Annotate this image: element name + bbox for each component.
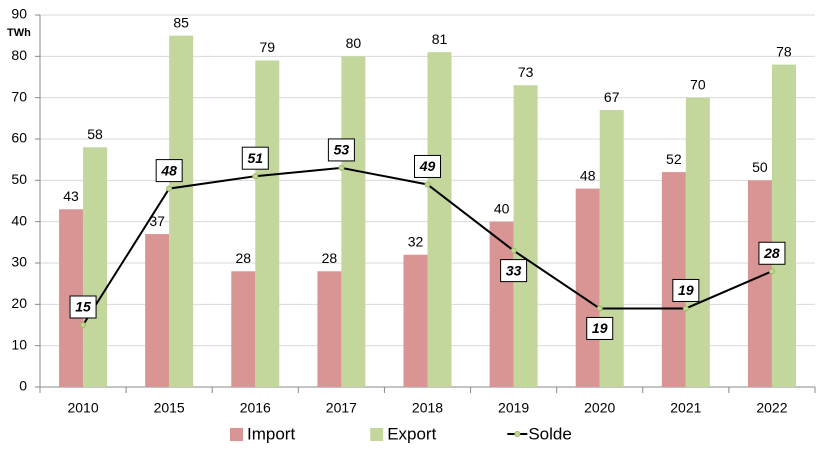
x-tick-label: 2017 bbox=[326, 400, 357, 416]
legend-label: Export bbox=[387, 424, 436, 443]
x-tick-label: 2016 bbox=[240, 400, 271, 416]
y-tick-label: 20 bbox=[11, 295, 27, 311]
line-point bbox=[768, 268, 775, 275]
value-label: 50 bbox=[752, 159, 768, 175]
y-tick-label: 0 bbox=[19, 378, 27, 394]
line-point bbox=[166, 185, 173, 192]
value-label: 40 bbox=[494, 200, 510, 216]
bar bbox=[427, 52, 452, 387]
value-label: 32 bbox=[408, 233, 424, 249]
line-value-label: 33 bbox=[506, 262, 522, 278]
bar bbox=[513, 85, 538, 388]
value-label: 48 bbox=[580, 167, 596, 183]
y-tick-label: 90 bbox=[11, 6, 27, 22]
value-label: 70 bbox=[690, 76, 706, 92]
value-label: 43 bbox=[63, 188, 79, 204]
line-value-label: 51 bbox=[247, 150, 263, 166]
label-box bbox=[327, 138, 355, 162]
legend-swatch bbox=[230, 428, 243, 441]
value-label: 28 bbox=[322, 250, 338, 266]
line-value-label: 49 bbox=[419, 158, 436, 174]
y-tick-label: 50 bbox=[11, 171, 27, 187]
y-axis-unit: TWh bbox=[7, 27, 31, 39]
label-box bbox=[69, 295, 97, 319]
bar bbox=[341, 56, 366, 387]
y-tick-label: 40 bbox=[11, 212, 27, 228]
legend-swatch bbox=[370, 428, 384, 441]
value-label: 80 bbox=[346, 35, 362, 51]
value-label: 85 bbox=[173, 14, 189, 30]
line-value-label: 19 bbox=[592, 320, 608, 336]
bar bbox=[145, 234, 170, 387]
line-value-label: 15 bbox=[75, 299, 91, 315]
value-label: 78 bbox=[776, 43, 792, 59]
bar bbox=[685, 97, 710, 388]
line-point bbox=[510, 247, 517, 254]
line-point bbox=[682, 305, 689, 312]
label-box bbox=[758, 241, 786, 265]
value-label: 37 bbox=[149, 213, 165, 229]
line-value-label: 19 bbox=[678, 282, 694, 298]
x-tick-label: 2018 bbox=[412, 400, 443, 416]
bar bbox=[771, 64, 796, 387]
label-box bbox=[586, 316, 614, 340]
bar bbox=[231, 271, 256, 387]
y-tick-label: 30 bbox=[11, 254, 27, 270]
y-tick-label: 10 bbox=[11, 336, 27, 352]
label-box bbox=[500, 259, 528, 283]
line-point bbox=[596, 305, 603, 312]
bar bbox=[83, 147, 108, 387]
line-point bbox=[252, 173, 259, 180]
label-box bbox=[414, 154, 441, 178]
value-label: 81 bbox=[432, 31, 448, 47]
bar bbox=[575, 188, 600, 387]
value-label: 67 bbox=[604, 89, 620, 105]
line-point bbox=[338, 164, 345, 171]
bar bbox=[169, 35, 194, 388]
x-tick-label: 2019 bbox=[498, 400, 529, 416]
bar bbox=[599, 110, 624, 388]
bar bbox=[489, 221, 514, 387]
line-value-label: 48 bbox=[160, 162, 177, 178]
value-label: 73 bbox=[518, 64, 534, 80]
y-tick-label: 80 bbox=[11, 47, 27, 63]
bar bbox=[317, 271, 342, 387]
label-box bbox=[155, 159, 183, 183]
y-tick-label: 60 bbox=[11, 130, 27, 146]
line-value-label: 28 bbox=[763, 245, 780, 261]
x-tick-label: 2015 bbox=[154, 400, 185, 416]
y-tick-label: 70 bbox=[11, 88, 27, 104]
legend-marker bbox=[514, 431, 521, 437]
value-label: 52 bbox=[666, 151, 682, 167]
bar bbox=[255, 60, 280, 387]
legend-label: Solde bbox=[528, 424, 571, 443]
x-tick-label: 2022 bbox=[756, 400, 787, 416]
value-label: 58 bbox=[87, 126, 103, 142]
value-label: 79 bbox=[259, 39, 275, 55]
x-tick-label: 2021 bbox=[670, 400, 701, 416]
x-tick-label: 2010 bbox=[67, 400, 98, 416]
line-point bbox=[424, 181, 431, 188]
x-tick-label: 2020 bbox=[584, 400, 615, 416]
label-box bbox=[672, 278, 700, 302]
label-box bbox=[241, 146, 269, 170]
legend-label: Import bbox=[247, 424, 295, 443]
line-point bbox=[80, 322, 87, 328]
line-value-label: 53 bbox=[334, 142, 350, 158]
bar bbox=[403, 254, 428, 387]
value-label: 28 bbox=[235, 250, 251, 266]
bar bbox=[747, 180, 772, 387]
